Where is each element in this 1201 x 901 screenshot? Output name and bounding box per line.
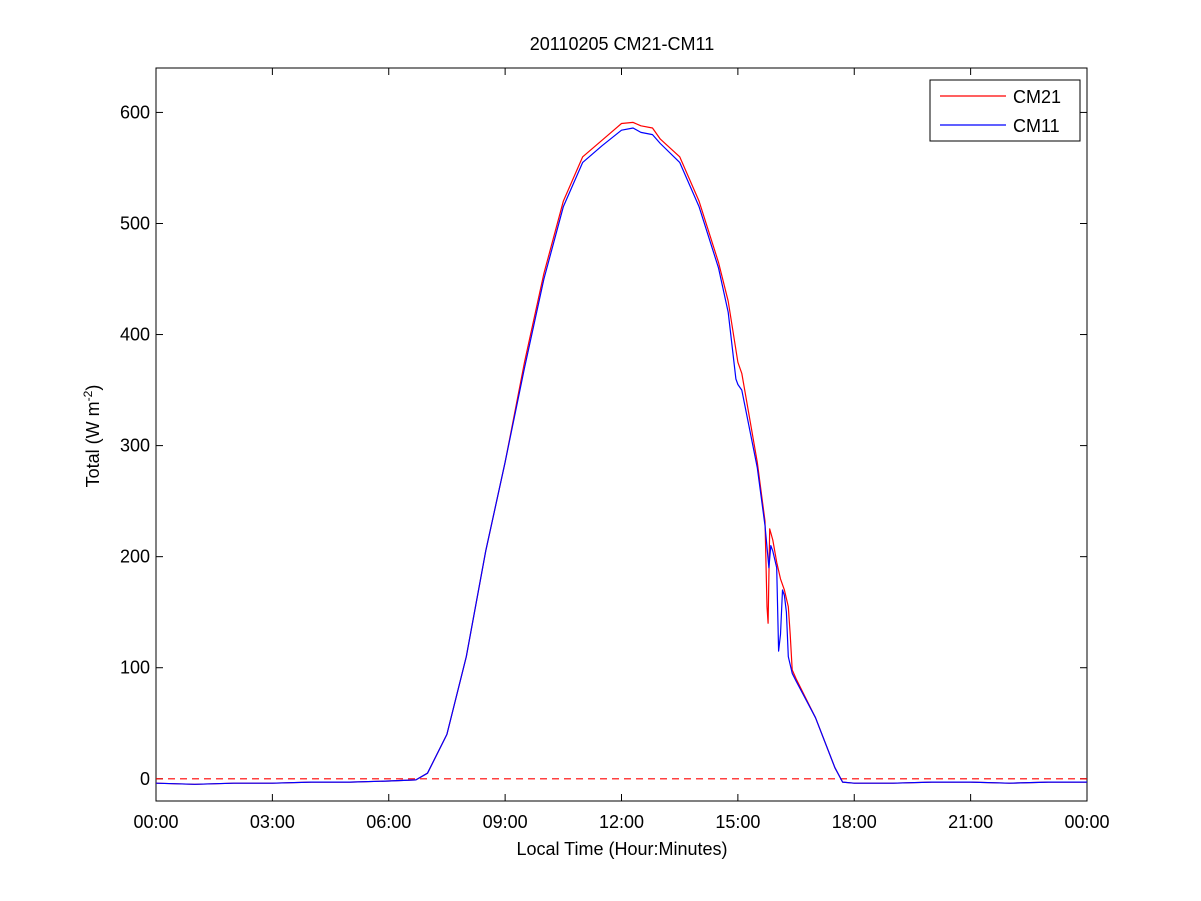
x-tick-label: 12:00 — [599, 812, 644, 832]
x-tick-label: 00:00 — [133, 812, 178, 832]
legend: CM21 CM11 — [929, 79, 1081, 142]
y-tick-label: 0 — [140, 769, 150, 789]
y-tick-label: 400 — [120, 325, 150, 345]
series-line-cm11 — [155, 127, 1087, 785]
y-tick-label: 500 — [120, 213, 150, 233]
y-tick-label: 600 — [120, 102, 150, 122]
x-tick-label: 06:00 — [366, 812, 411, 832]
x-axis-label: Local Time (Hour:Minutes) — [516, 839, 727, 859]
x-tick-label: 18:00 — [832, 812, 877, 832]
y-tick-label: 300 — [120, 436, 150, 456]
legend-label-cm21: CM21 — [1013, 87, 1061, 107]
legend-label-cm11: CM11 — [1013, 116, 1060, 136]
y-axis-label-sup: -2 — [81, 390, 95, 401]
series-layer — [155, 121, 1087, 785]
x-tick-label: 09:00 — [483, 812, 528, 832]
x-tick-label: 00:00 — [1064, 812, 1109, 832]
x-tick-label: 21:00 — [948, 812, 993, 832]
x-tick-label: 15:00 — [715, 812, 760, 832]
y-tick-label: 100 — [120, 658, 150, 678]
plot-area — [155, 67, 1088, 802]
y-axis-label: Total (W m-2) — [81, 385, 103, 488]
axis-ticks: 00:00 03:00 06:00 09:00 12:00 15:00 18:00 21:00… — [120, 68, 1110, 832]
y-tick-label: 200 — [120, 547, 150, 567]
y-axis-label-main: Total (W m — [83, 401, 103, 487]
y-axis-label-close: ) — [83, 385, 103, 391]
x-tick-label: 03:00 — [250, 812, 295, 832]
legend-box — [929, 79, 1081, 142]
chart-title: 20110205 CM21-CM11 — [530, 34, 714, 54]
